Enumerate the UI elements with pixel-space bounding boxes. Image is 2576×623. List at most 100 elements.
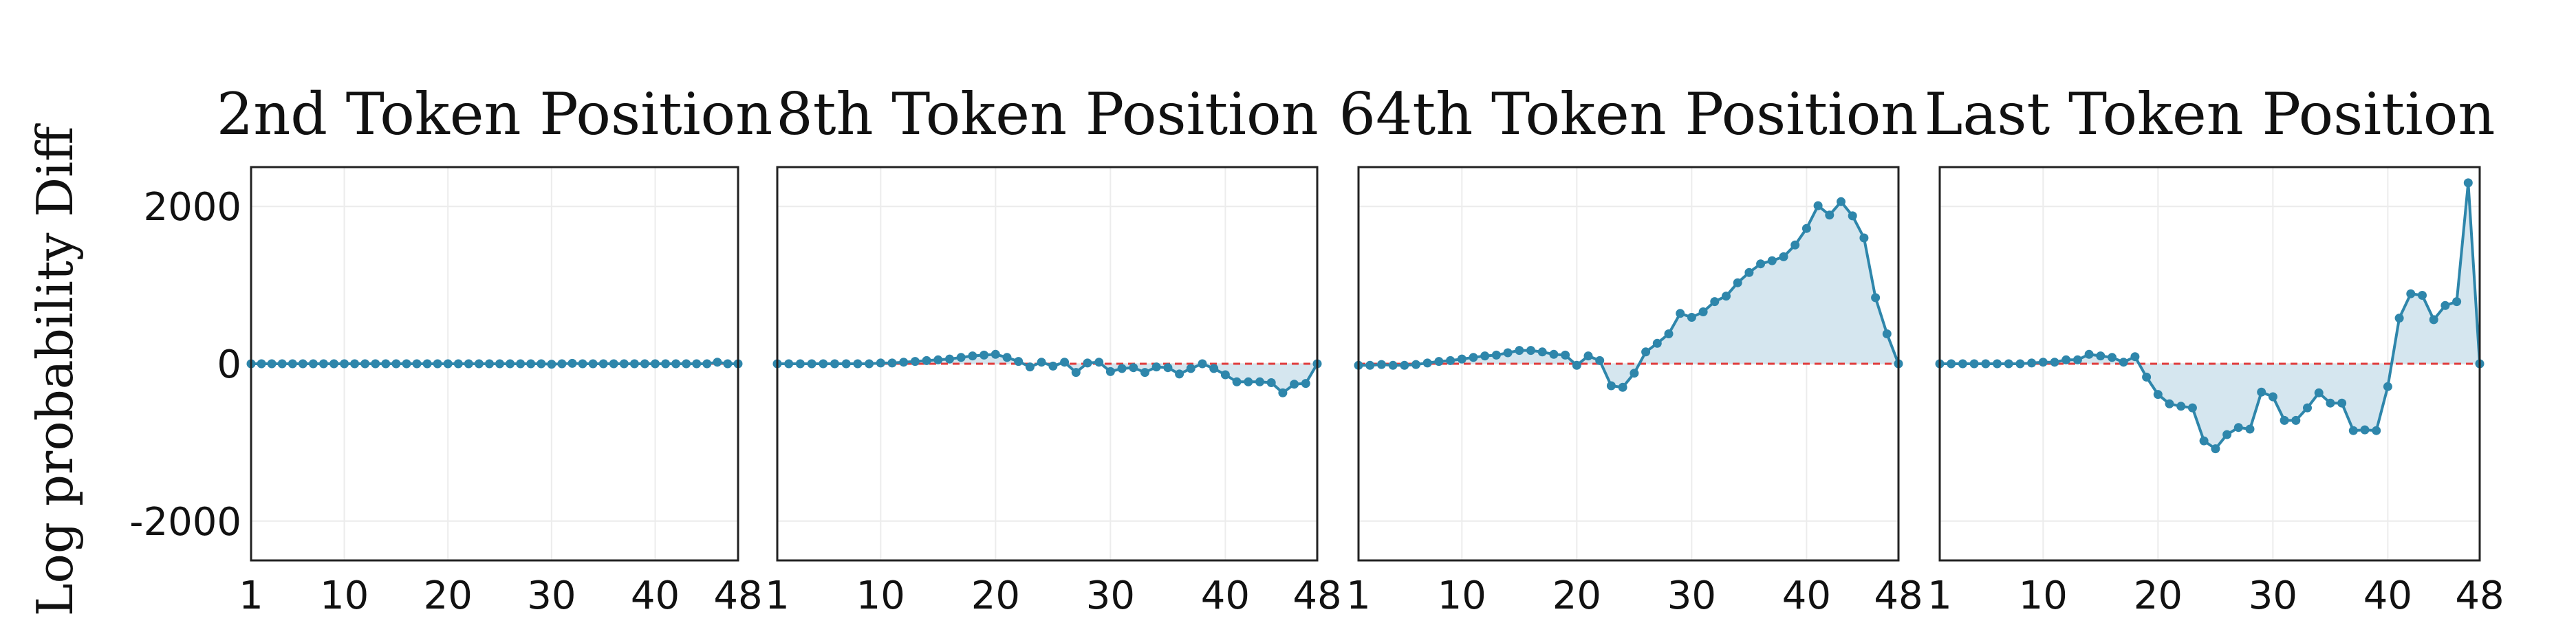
data-point bbox=[2326, 398, 2335, 408]
data-point bbox=[288, 359, 297, 369]
data-point bbox=[257, 359, 266, 369]
data-point bbox=[1561, 350, 1570, 360]
data-point bbox=[1947, 359, 1956, 369]
data-point bbox=[1572, 360, 1581, 370]
data-point bbox=[308, 359, 318, 369]
panels: 2nd Token Position 1 10 20 30 40 48 2000 0 -2000 8… bbox=[129, 80, 2504, 618]
data-point bbox=[1198, 359, 1207, 369]
data-point bbox=[1618, 382, 1627, 392]
data-point bbox=[267, 359, 277, 369]
x-tick-label: 10 bbox=[320, 573, 369, 618]
data-point bbox=[1744, 267, 1754, 277]
data-point bbox=[1434, 357, 1444, 367]
data-point bbox=[1083, 358, 1092, 368]
data-point bbox=[922, 356, 931, 365]
data-point bbox=[485, 359, 494, 369]
data-point bbox=[1278, 388, 1288, 397]
data-point bbox=[2004, 359, 2013, 369]
data-point bbox=[2165, 399, 2174, 408]
data-point bbox=[1958, 359, 1967, 369]
data-point bbox=[340, 359, 349, 369]
data-point bbox=[1232, 377, 1242, 386]
data-point bbox=[609, 359, 618, 369]
data-point bbox=[1981, 359, 1991, 369]
data-point bbox=[865, 359, 874, 369]
chart-panel-3: 64th Token Position 1 10 20 30 40 48 bbox=[1339, 80, 1923, 618]
data-point bbox=[784, 359, 794, 369]
data-point bbox=[2268, 392, 2277, 402]
data-point bbox=[547, 360, 556, 369]
data-point bbox=[1676, 309, 1685, 318]
data-point bbox=[1469, 353, 1478, 362]
data-point bbox=[2038, 358, 2048, 367]
data-point bbox=[1037, 358, 1046, 367]
data-point bbox=[1411, 360, 1420, 369]
data-point bbox=[1722, 292, 1731, 301]
data-point bbox=[1733, 278, 1742, 287]
data-point bbox=[598, 359, 608, 369]
data-point bbox=[1060, 358, 1070, 367]
data-point bbox=[402, 359, 411, 369]
data-point bbox=[1151, 362, 1161, 372]
x-tick-label: 30 bbox=[1086, 573, 1135, 618]
data-point bbox=[795, 359, 805, 369]
data-point bbox=[2050, 358, 2059, 367]
data-point bbox=[671, 359, 681, 369]
data-point bbox=[1825, 210, 1834, 220]
data-point bbox=[1503, 348, 1513, 358]
x-tick-label: 10 bbox=[1438, 573, 1486, 618]
data-point bbox=[629, 359, 639, 369]
data-point bbox=[682, 359, 691, 369]
area-fill bbox=[1359, 201, 1898, 388]
data-point bbox=[1457, 354, 1466, 364]
data-point bbox=[2406, 289, 2416, 298]
data-point bbox=[1163, 363, 1173, 373]
data-point bbox=[1710, 297, 1720, 307]
x-tick-label: 1 bbox=[1927, 573, 1952, 618]
data-point bbox=[1652, 338, 1662, 348]
data-point bbox=[2463, 178, 2473, 188]
data-point bbox=[1255, 377, 1264, 386]
data-point bbox=[956, 353, 966, 362]
chart-title: 64th Token Position bbox=[1339, 80, 1918, 148]
x-tick-label: 40 bbox=[1201, 573, 1250, 618]
data-point bbox=[433, 359, 442, 369]
data-point bbox=[702, 359, 712, 369]
data-point bbox=[933, 355, 943, 364]
data-point bbox=[841, 359, 851, 369]
data-point bbox=[1537, 347, 1547, 357]
data-point bbox=[412, 359, 422, 369]
y-axis-label: Log probability Diff bbox=[26, 123, 84, 616]
x-tick-label: 48 bbox=[1874, 573, 1923, 618]
data-point bbox=[2153, 390, 2163, 400]
data-point bbox=[1140, 368, 1149, 378]
x-tick-label: 20 bbox=[424, 573, 473, 618]
data-point bbox=[887, 358, 897, 368]
data-point bbox=[1859, 233, 1869, 243]
area-fill bbox=[777, 354, 1317, 393]
data-point bbox=[2348, 426, 2358, 435]
data-point bbox=[1388, 360, 1398, 370]
data-point bbox=[1290, 380, 1299, 389]
data-point bbox=[1002, 353, 1012, 362]
data-point bbox=[1515, 346, 1524, 356]
data-point bbox=[2452, 297, 2462, 307]
data-point bbox=[2314, 388, 2324, 397]
data-point bbox=[1641, 347, 1651, 357]
x-tick-label: 20 bbox=[2134, 573, 2183, 618]
data-point bbox=[1687, 313, 1696, 322]
data-point bbox=[1266, 378, 1276, 387]
data-point bbox=[968, 351, 977, 361]
data-point bbox=[2337, 398, 2347, 408]
data-point bbox=[1606, 381, 1616, 391]
data-point bbox=[2360, 425, 2370, 435]
data-point bbox=[1209, 364, 1219, 373]
plot-frame bbox=[1357, 166, 1900, 562]
data-point bbox=[422, 359, 432, 369]
chart-panel-1: 2nd Token Position 1 10 20 30 40 48 2000 0 -2000 bbox=[129, 80, 772, 618]
data-point bbox=[661, 359, 671, 369]
data-point bbox=[1422, 358, 1432, 368]
data-point bbox=[1175, 369, 1184, 379]
data-point bbox=[619, 359, 629, 369]
data-point bbox=[1664, 329, 1674, 338]
